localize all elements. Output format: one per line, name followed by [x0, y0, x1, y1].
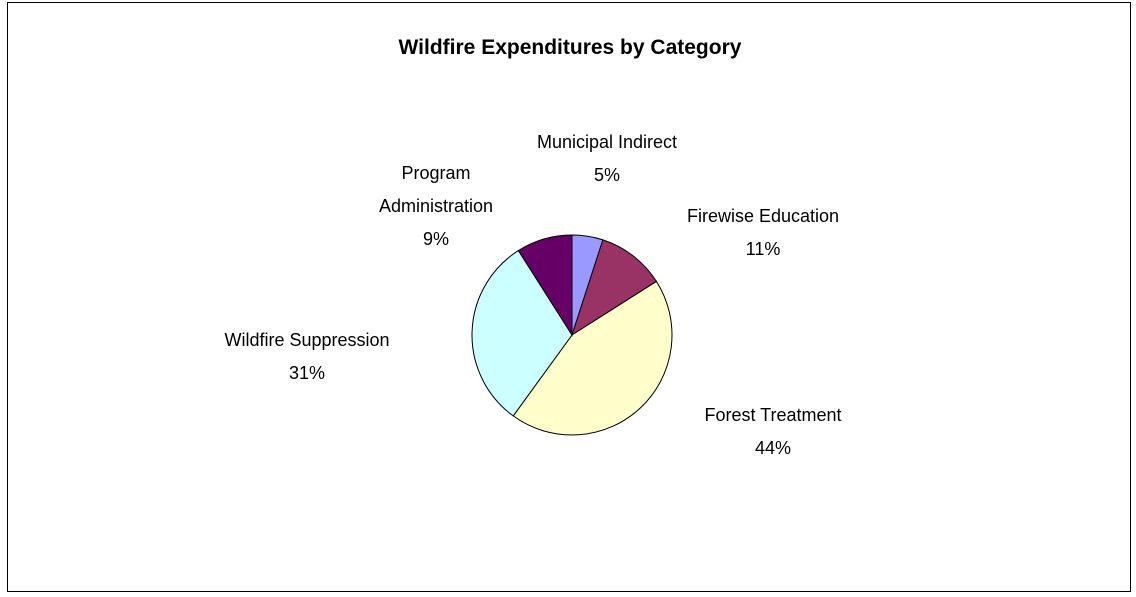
- chart-area: Wildfire Expenditures by Category Munici…: [7, 2, 1131, 592]
- slice-name-label: Firewise Education: [687, 206, 839, 226]
- pie-slices: [471, 234, 673, 436]
- slice-percent-label: 31%: [289, 363, 325, 383]
- slice-percent-label: 44%: [755, 438, 791, 458]
- pie-labels: Municipal Indirect 5% Firewise Education 11…: [224, 132, 841, 458]
- pie-slice-program-administration: [517, 234, 573, 337]
- slice-name-label: Forest Treatment: [704, 405, 841, 425]
- pie-slice-forest-treatment: [512, 280, 673, 436]
- pie-slice-firewise-education: [571, 239, 658, 337]
- slice-percent-label: 5%: [594, 165, 620, 185]
- slice-percent-label: 11%: [746, 239, 781, 259]
- pie-chart: Municipal Indirect 5% Firewise Education 11…: [224, 132, 841, 458]
- pie-slice-wildfire-suppression: [471, 249, 573, 417]
- slice-name-label: Municipal Indirect: [537, 132, 677, 152]
- chart-title: Wildfire Expenditures by Category: [398, 36, 742, 59]
- slice-name-label: Administration: [379, 196, 493, 216]
- slice-name-label: Wildfire Suppression: [224, 330, 389, 350]
- slice-percent-label: 9%: [423, 229, 449, 249]
- slice-name-label: Program: [401, 163, 470, 183]
